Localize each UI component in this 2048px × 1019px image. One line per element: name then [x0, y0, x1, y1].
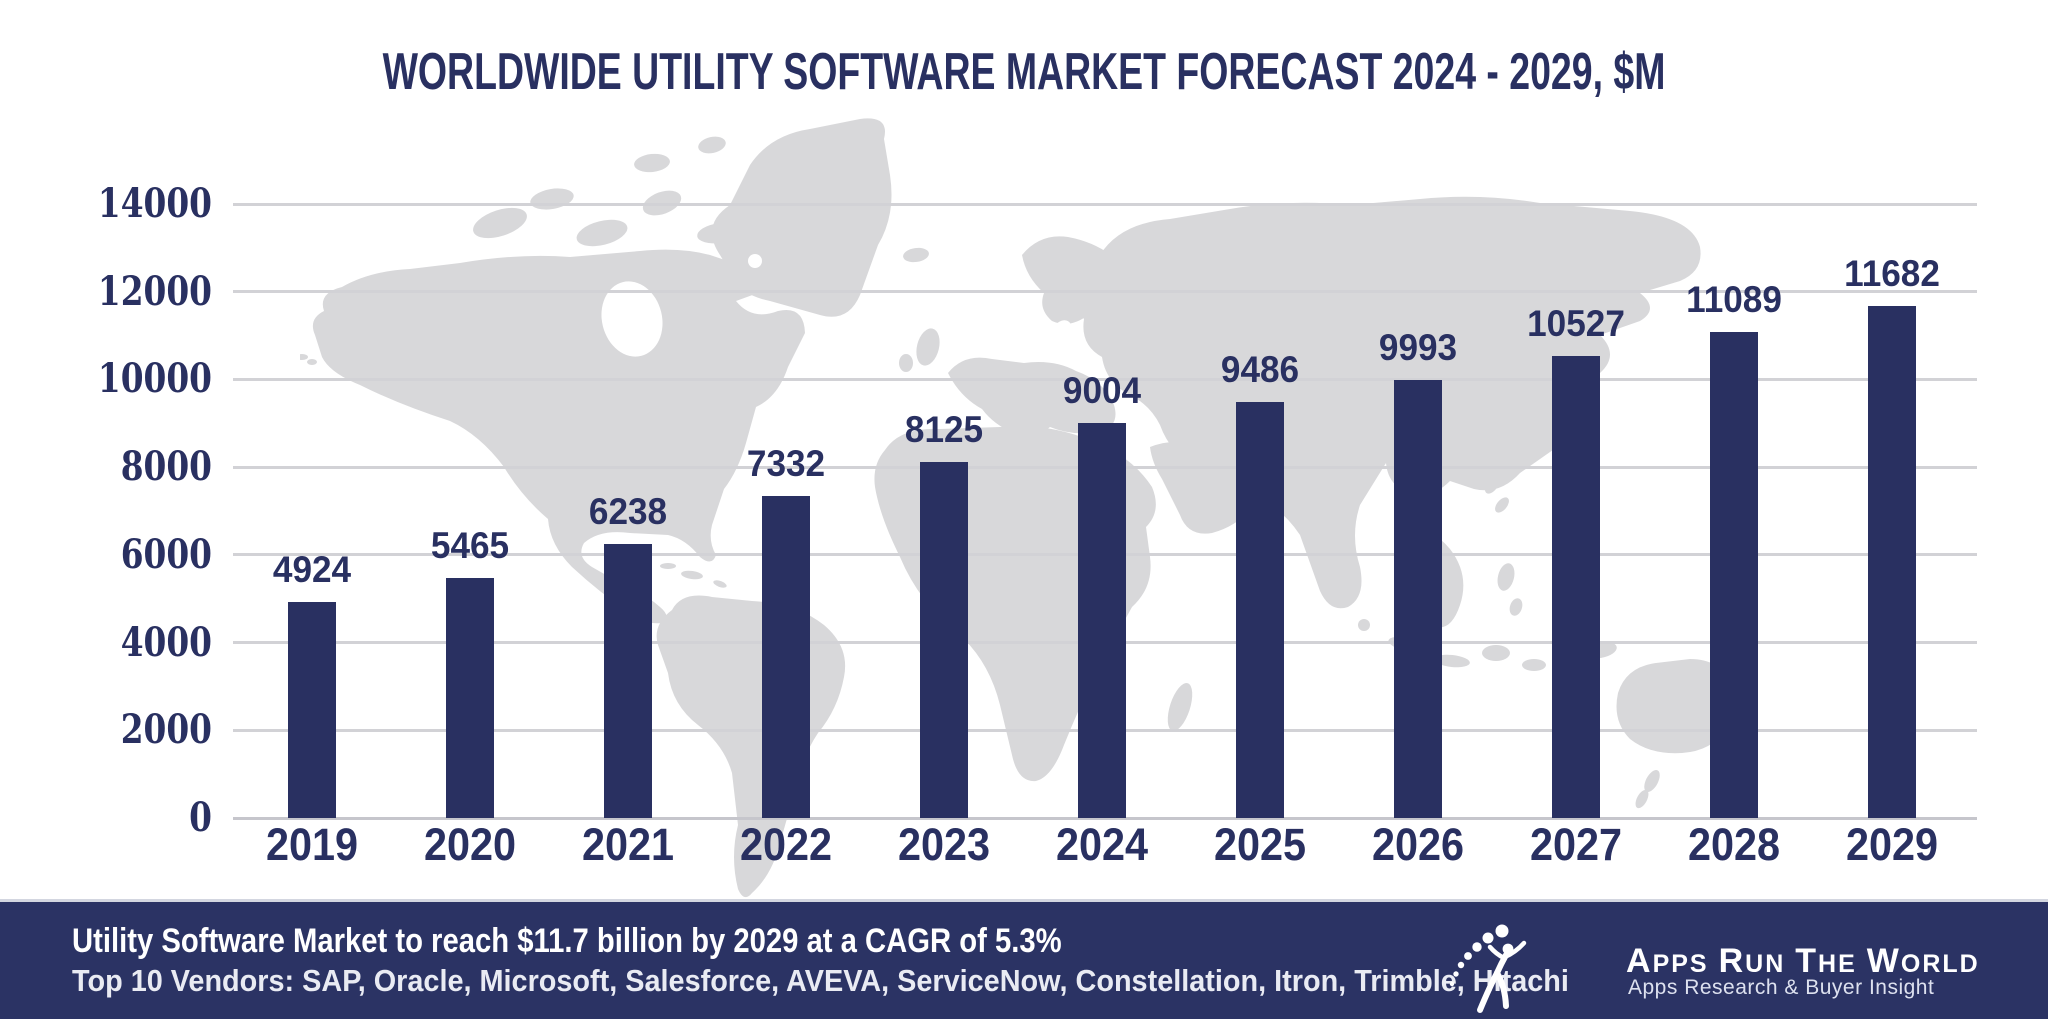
- x-axis-label: 2027: [1529, 819, 1623, 870]
- y-axis-label: 14000: [97, 180, 212, 227]
- bar-value-label: 7332: [746, 443, 826, 485]
- bar-value-label: 9004: [1062, 370, 1142, 412]
- bar-2020: [446, 578, 494, 818]
- x-axis-label: 2023: [897, 819, 991, 870]
- gridline: [233, 202, 1977, 206]
- bar-value-label: 5465: [430, 525, 510, 567]
- bar-value-label: 6238: [588, 491, 668, 533]
- logo-word: APPS: [1626, 942, 1709, 980]
- x-axis-label: 2026: [1371, 819, 1465, 870]
- bar-2021: [604, 544, 652, 818]
- y-axis-label: 8000: [120, 443, 212, 491]
- y-axis-label: 6000: [120, 530, 212, 578]
- x-axis-label: 2025: [1213, 819, 1307, 870]
- bar-value-label: 10527: [1527, 303, 1625, 345]
- bar-value-label: 9486: [1220, 348, 1300, 390]
- world-map-svg: [296, 118, 1734, 898]
- gridline: [233, 290, 1977, 294]
- x-axis-label: 2024: [1055, 819, 1149, 870]
- logo-word: RUN: [1718, 942, 1786, 980]
- apps-run-the-world-logo: APPS RUN THE WORLD Apps Research & Buyer In…: [1449, 902, 2048, 1019]
- footer-vendors-line: Top 10 Vendors: SAP, Oracle, Microsoft, …: [72, 963, 1569, 998]
- bar-2026: [1394, 379, 1442, 818]
- x-axis-line: [233, 816, 1977, 820]
- bar-2029: [1868, 305, 1916, 818]
- bar-value-label: 4924: [272, 549, 352, 591]
- bar-2024: [1078, 423, 1126, 818]
- bar-2028: [1710, 331, 1758, 818]
- bar-value-label: 8125: [904, 408, 984, 450]
- y-axis-label: 10000: [97, 355, 212, 403]
- y-axis-label: 2000: [120, 706, 212, 754]
- footer-banner: Utility Software Market to reach $11.7 b…: [0, 902, 2048, 1019]
- logo-wordmark: APPS RUN THE WORLD: [1626, 942, 1990, 981]
- logo-tagline: Apps Research & Buyer Insight: [1628, 976, 1935, 999]
- runner-dots-icon: [1446, 922, 1546, 1019]
- footer-separator-line: [0, 899, 2048, 902]
- x-axis-label: 2021: [581, 819, 675, 870]
- y-axis-label: 0: [189, 794, 212, 841]
- x-axis-label: 2022: [739, 819, 833, 870]
- bar-value-label: 11682: [1844, 252, 1940, 294]
- y-axis-label: 4000: [120, 618, 212, 666]
- bar-2022: [762, 496, 810, 818]
- x-axis-label: 2019: [265, 819, 359, 870]
- footer-headline: Utility Software Market to reach $11.7 b…: [72, 922, 1062, 960]
- x-axis-label: 2029: [1845, 819, 1939, 870]
- world-map-background: [296, 105, 1740, 905]
- bar-2025: [1236, 401, 1284, 818]
- bar-2027: [1552, 356, 1600, 818]
- chart-title: WORLDWIDE UTILITY SOFTWARE MARKET FORECA…: [382, 43, 1666, 101]
- logo-word: THE: [1795, 942, 1857, 980]
- bar-2019: [288, 602, 336, 818]
- bar-2023: [920, 461, 968, 818]
- bar-value-label: 11089: [1686, 278, 1782, 320]
- logo-word: WORLD: [1866, 942, 1980, 980]
- y-axis-label: 12000: [97, 267, 212, 315]
- gridline: [233, 377, 1977, 381]
- x-axis-label: 2020: [423, 819, 517, 870]
- x-axis-label: 2028: [1687, 819, 1781, 870]
- bar-value-label: 9993: [1378, 326, 1458, 368]
